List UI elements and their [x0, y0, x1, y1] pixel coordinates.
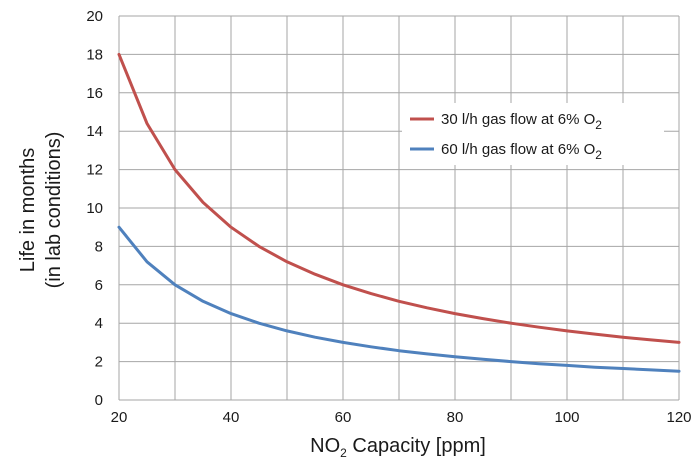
legend-label-series-2-subscript: 2	[595, 148, 602, 162]
y-tick-label: 16	[86, 85, 103, 102]
y-tick-label: 4	[95, 315, 103, 332]
legend-label-series-2: 60 l/h gas flow at 6% O2	[441, 141, 602, 162]
x-tick-label: 40	[223, 409, 240, 426]
y-tick-label: 6	[95, 277, 103, 294]
legend-label-series-1-text: 30 l/h gas flow at 6% O	[441, 111, 595, 128]
x-tick-label: 100	[554, 409, 579, 426]
y-tick-label: 20	[86, 8, 103, 25]
y-tick-label: 8	[95, 238, 103, 255]
y-tick-label: 0	[95, 392, 103, 409]
y-axis-title-line2: (in lab conditions)	[43, 132, 65, 289]
x-tick-label: 60	[335, 409, 352, 426]
x-tick-label: 80	[447, 409, 464, 426]
x-axis-title-suffix: Capacity [ppm]	[347, 435, 486, 457]
legend-label-series-1-subscript: 2	[595, 118, 602, 132]
tick-labels: 0 2 4 6 8 10 12 14 16 18 20 20 40 60 80 100 120	[86, 8, 691, 426]
x-tick-label: 120	[666, 409, 691, 426]
y-tick-label: 12	[86, 162, 103, 179]
x-axis-title-subscript: 2	[340, 446, 347, 460]
series-lines	[117, 52, 681, 373]
series-line-2	[117, 225, 681, 373]
y-tick-label: 10	[86, 200, 103, 217]
gridlines	[118, 15, 680, 401]
legend-label-series-2-text: 60 l/h gas flow at 6% O	[441, 141, 595, 158]
y-tick-label: 18	[86, 46, 103, 63]
legend: 30 l/h gas flow at 6% O2 60 l/h gas flow…	[402, 103, 664, 165]
y-tick-label: 2	[95, 354, 103, 371]
x-axis-title: NO2 Capacity [ppm]	[310, 435, 486, 460]
y-axis-title-line1: Life in months	[17, 148, 39, 273]
series-line-1	[117, 52, 681, 344]
legend-label-series-1: 30 l/h gas flow at 6% O2	[441, 111, 602, 132]
x-axis-title-prefix: NO	[310, 435, 340, 457]
y-axis-title: Life in months (in lab conditions)	[17, 132, 65, 289]
y-tick-label: 14	[86, 123, 103, 140]
legend-background	[402, 103, 664, 165]
x-tick-label: 20	[111, 409, 128, 426]
